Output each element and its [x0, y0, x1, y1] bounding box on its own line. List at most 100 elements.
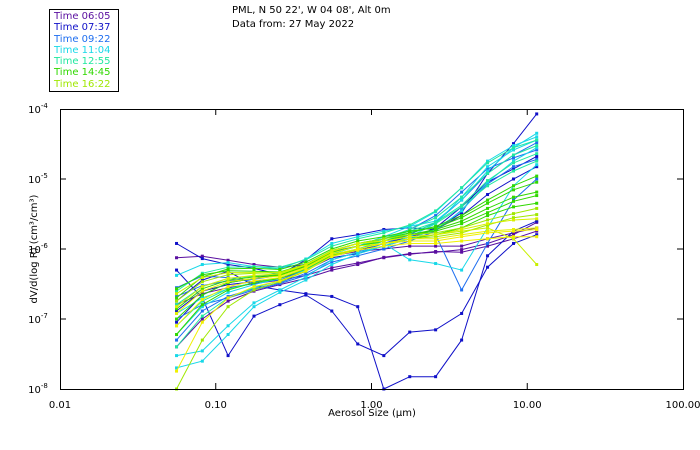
- data-point: [200, 273, 204, 277]
- data-point: [175, 292, 179, 296]
- data-point: [486, 244, 490, 248]
- data-point: [226, 288, 230, 292]
- data-point: [486, 206, 490, 210]
- data-point: [252, 285, 256, 289]
- data-point: [460, 190, 464, 194]
- data-point: [175, 366, 179, 370]
- data-point: [535, 144, 539, 148]
- data-point: [175, 333, 179, 337]
- data-point: [226, 299, 230, 303]
- data-point: [175, 305, 179, 309]
- data-point: [511, 144, 515, 148]
- data-point: [304, 271, 308, 275]
- data-point: [486, 193, 490, 197]
- data-point: [511, 165, 515, 169]
- data-point: [460, 231, 464, 235]
- data-point: [200, 293, 204, 297]
- data-point: [382, 237, 386, 241]
- data-point: [535, 229, 539, 233]
- data-point: [356, 235, 360, 239]
- data-point: [175, 268, 179, 272]
- data-point: [278, 288, 282, 292]
- data-point: [434, 227, 438, 231]
- data-point: [200, 276, 204, 280]
- data-point: [304, 263, 308, 267]
- data-point: [382, 227, 386, 231]
- data-point: [460, 205, 464, 209]
- data-point: [278, 272, 282, 276]
- data-point: [175, 324, 179, 328]
- data-point: [535, 235, 539, 239]
- data-point: [200, 296, 204, 300]
- data-point: [330, 241, 334, 245]
- data-point: [460, 219, 464, 223]
- data-point: [226, 276, 230, 280]
- data-point: [535, 217, 539, 221]
- data-point: [511, 167, 515, 171]
- data-point: [434, 209, 438, 213]
- data-point: [460, 209, 464, 213]
- data-point: [535, 194, 539, 198]
- y-tick-label: 10-8: [28, 382, 48, 396]
- data-point: [434, 241, 438, 245]
- legend: Time 06:05 Time 07:37 Time 09:22 Time 11…: [49, 9, 119, 92]
- x-tick-label: 0.10: [205, 400, 227, 411]
- data-point: [252, 266, 256, 270]
- data-point: [408, 375, 412, 379]
- series-32: [175, 235, 539, 373]
- data-point: [408, 231, 412, 235]
- data-point: [226, 261, 230, 265]
- data-point: [460, 311, 464, 315]
- data-point: [408, 244, 412, 248]
- data-point: [278, 282, 282, 286]
- data-point: [330, 255, 334, 259]
- data-point: [460, 248, 464, 252]
- data-point: [511, 241, 515, 245]
- data-point: [511, 199, 515, 203]
- data-point: [511, 148, 515, 152]
- data-point: [356, 241, 360, 245]
- legend-item: Time 06:05: [54, 11, 111, 22]
- data-point: [356, 233, 360, 237]
- data-point: [486, 159, 490, 163]
- series-13: [175, 138, 539, 370]
- data-point: [278, 267, 282, 271]
- data-point: [434, 231, 438, 235]
- data-point: [382, 229, 386, 233]
- data-point: [408, 239, 412, 243]
- data-point: [330, 266, 334, 270]
- data-point: [408, 227, 412, 231]
- data-point: [356, 239, 360, 243]
- data-point: [330, 260, 334, 264]
- data-point: [226, 269, 230, 273]
- data-point: [535, 190, 539, 194]
- data-point: [511, 216, 515, 220]
- data-point: [356, 237, 360, 241]
- data-point: [460, 235, 464, 239]
- data-point: [511, 156, 515, 160]
- data-point: [434, 224, 438, 228]
- legend-item: Time 16:22: [54, 78, 111, 90]
- data-point: [200, 305, 204, 309]
- data-point: [486, 241, 490, 245]
- data-point: [175, 287, 179, 291]
- data-point: [330, 263, 334, 267]
- data-point: [278, 290, 282, 294]
- data-point: [535, 227, 539, 231]
- data-point: [511, 231, 515, 235]
- legend-item: Time 14:45: [54, 67, 111, 79]
- data-point: [535, 152, 539, 156]
- data-point: [382, 244, 386, 248]
- data-point: [460, 338, 464, 342]
- data-point: [382, 235, 386, 239]
- series-layer: [175, 112, 539, 391]
- data-point: [252, 265, 256, 269]
- data-point: [460, 214, 464, 218]
- data-point: [304, 266, 308, 270]
- data-point: [226, 263, 230, 267]
- data-point: [486, 182, 490, 186]
- data-point: [200, 280, 204, 284]
- data-point: [304, 269, 308, 273]
- data-point: [252, 276, 256, 280]
- data-point: [200, 299, 204, 303]
